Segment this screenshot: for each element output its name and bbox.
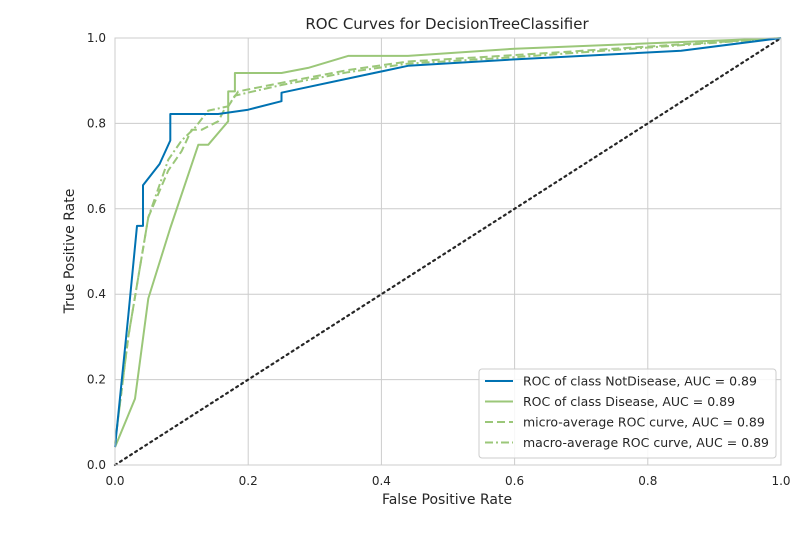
y-axis-label: True Positive Rate [62,189,78,315]
x-tick-label: 0.0 [105,474,124,488]
y-tick-label: 0.2 [87,373,106,387]
y-tick-label: 0.0 [87,458,106,472]
legend-label: ROC of class Disease, AUC = 0.89 [523,394,735,409]
ticks: 0.0 0.2 0.4 0.6 0.8 1.0 0.0 0.2 0.4 0.6 0.8 1.0 [87,31,791,488]
legend-label: ROC of class NotDisease, AUC = 0.89 [523,374,757,389]
legend-label: micro-average ROC curve, AUC = 0.89 [523,415,765,430]
series-layer [113,36,783,467]
legend-label: macro-average ROC curve, AUC = 0.89 [523,435,769,450]
legend: ROC of class NotDisease, AUC = 0.89 ROC o… [478,368,777,459]
x-tick-label: 0.4 [372,474,391,488]
chart-title: ROC Curves for DecisionTreeClassifier [305,15,589,33]
series-line-3 [114,37,782,444]
y-tick-label: 1.0 [87,31,106,45]
x-tick-label: 1.0 [771,474,790,488]
y-tick-label: 0.6 [87,202,106,216]
series-line-0 [114,37,782,448]
y-tick-label: 0.8 [87,116,106,130]
legend-box [478,368,777,459]
y-tick-label: 0.4 [87,287,106,301]
x-tick-label: 0.2 [239,474,258,488]
series-line-4 [113,36,783,467]
x-axis-label: False Positive Rate [382,492,512,508]
x-tick-label: 0.8 [638,474,657,488]
series-line-2 [114,37,782,444]
plot-frame [114,37,782,466]
series-line-1 [114,37,782,448]
x-tick-label: 0.6 [505,474,524,488]
